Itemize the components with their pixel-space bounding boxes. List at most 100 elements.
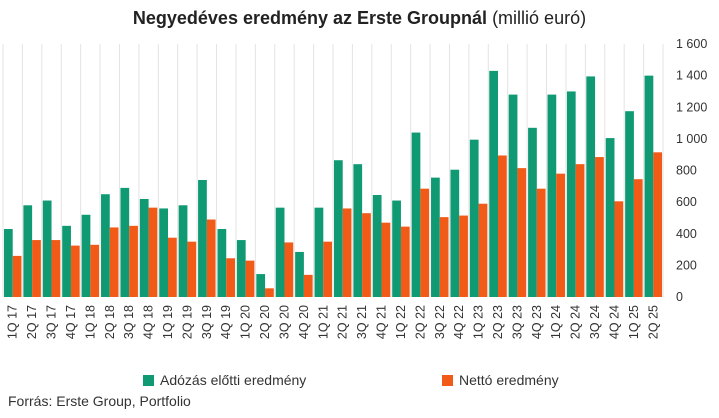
bar-pretax (159, 208, 168, 297)
y-tick-label: 400 (676, 227, 697, 241)
legend-swatch-net (442, 374, 453, 386)
chart-title-main: Negyedéves eredmény az Erste Groupnál (132, 8, 488, 28)
grid-lines (2, 44, 664, 297)
legend-swatch-pretax (143, 374, 154, 386)
bar-net (12, 255, 22, 297)
bar-pretax (101, 194, 110, 297)
bar-net (129, 225, 138, 297)
bar-net (459, 215, 468, 297)
bar-net (614, 201, 624, 297)
bar-net (148, 207, 158, 297)
x-tick-label: 2Q 18 (103, 305, 117, 339)
x-tick-label: 2Q 19 (180, 305, 194, 339)
y-tick-label: 1 200 (676, 100, 707, 114)
x-tick-label: 4Q 21 (375, 305, 389, 339)
bar-net (536, 188, 546, 297)
bar-net (633, 179, 643, 297)
x-tick-label: 1Q 22 (394, 305, 408, 339)
y-tick-label: 1 600 (676, 37, 707, 51)
x-tick-label: 3Q 22 (433, 305, 447, 339)
bar-net (575, 164, 585, 297)
bar-net (70, 245, 80, 297)
x-tick-label: 1Q 17 (6, 305, 20, 339)
bar-pretax (372, 195, 382, 297)
x-tick-label: 2Q 20 (258, 305, 272, 339)
bar-pretax (586, 76, 596, 297)
bar-net (284, 242, 294, 297)
x-tick-label: 4Q 18 (142, 305, 156, 339)
bar-net (51, 240, 61, 297)
x-tick-label: 2Q 17 (25, 305, 39, 339)
source-note: Forrás: Erste Group, Portfolio (8, 393, 191, 409)
bar-pretax (295, 251, 304, 297)
y-tick-label: 800 (676, 164, 697, 178)
bar-net (90, 244, 100, 297)
bar-pretax (508, 94, 518, 297)
bar-pretax (431, 177, 440, 297)
bar-pretax (469, 139, 479, 297)
chart-title: Negyedéves eredmény az Erste Groupnál (m… (0, 8, 719, 29)
y-tick-label: 200 (676, 258, 697, 272)
bar-net (362, 213, 371, 297)
x-tick-label: 2Q 23 (491, 305, 505, 339)
bar-pretax (314, 207, 324, 297)
bar-pretax (489, 70, 498, 297)
bar-pretax (528, 127, 537, 297)
bar-net (498, 155, 507, 297)
x-tick-label: 1Q 19 (161, 305, 175, 339)
bar-net (265, 288, 274, 297)
bar-pretax (3, 229, 13, 297)
bar-net (439, 217, 449, 297)
bar-pretax (353, 164, 363, 297)
bar-net (653, 152, 663, 297)
x-tick-label: 2Q 24 (569, 305, 583, 339)
x-tick-label: 1Q 21 (316, 305, 330, 339)
bar-net (556, 173, 565, 297)
bar-net (478, 203, 488, 297)
x-tick-label: 3Q 19 (200, 305, 214, 339)
y-axis-ticks: 0 200 400 600 800 1 000 1 200 1 400 1 600 (676, 37, 707, 304)
y-tick-label: 600 (676, 195, 697, 209)
x-tick-label: 4Q 22 (452, 305, 466, 339)
y-tick-label: 1 000 (676, 132, 707, 146)
y-tick-label: 1 400 (676, 69, 707, 83)
bar-net (400, 226, 410, 297)
x-tick-label: 3Q 17 (45, 305, 59, 339)
bar-pretax (275, 207, 285, 297)
bar-net (109, 227, 119, 297)
bar-net (595, 157, 604, 297)
bar-pretax (236, 240, 246, 297)
bar-pretax (198, 179, 207, 297)
bar-net (342, 208, 352, 297)
x-tick-label: 2Q 21 (336, 305, 350, 339)
bar-net (420, 188, 430, 297)
bar-pretax (547, 94, 557, 297)
legend-item-net: Nettó eredmény (442, 372, 559, 388)
legend: Adózás előtti eredmény Nettó eredmény (0, 372, 719, 392)
bar-pretax (23, 205, 33, 297)
bar-pretax (644, 75, 654, 298)
x-tick-label: 2Q 22 (413, 305, 427, 339)
bar-net (303, 274, 313, 297)
x-tick-label: 3Q 18 (122, 305, 136, 339)
bar-pretax (256, 274, 266, 297)
legend-label-net: Nettó eredmény (459, 372, 559, 388)
x-tick-label: 1Q 18 (83, 305, 97, 339)
y-tick-label: 0 (676, 290, 683, 304)
x-tick-label: 1Q 20 (239, 305, 253, 339)
bar-pretax (81, 214, 91, 297)
x-tick-label: 4Q 19 (219, 305, 233, 339)
x-tick-label: 4Q 20 (297, 305, 311, 339)
x-tick-label: 1Q 25 (627, 305, 641, 339)
bar-pretax (62, 225, 71, 297)
bar-net (517, 168, 527, 297)
x-tick-label: 3Q 20 (278, 305, 292, 339)
bar-pretax (605, 138, 615, 297)
bar-pretax (120, 187, 130, 297)
bar-pretax (42, 200, 52, 297)
x-tick-label: 1Q 24 (549, 305, 563, 339)
bar-net (187, 241, 197, 297)
legend-label-pretax: Adózás előtti eredmény (160, 372, 307, 388)
bar-pretax (392, 200, 401, 297)
bar-net (206, 219, 216, 297)
